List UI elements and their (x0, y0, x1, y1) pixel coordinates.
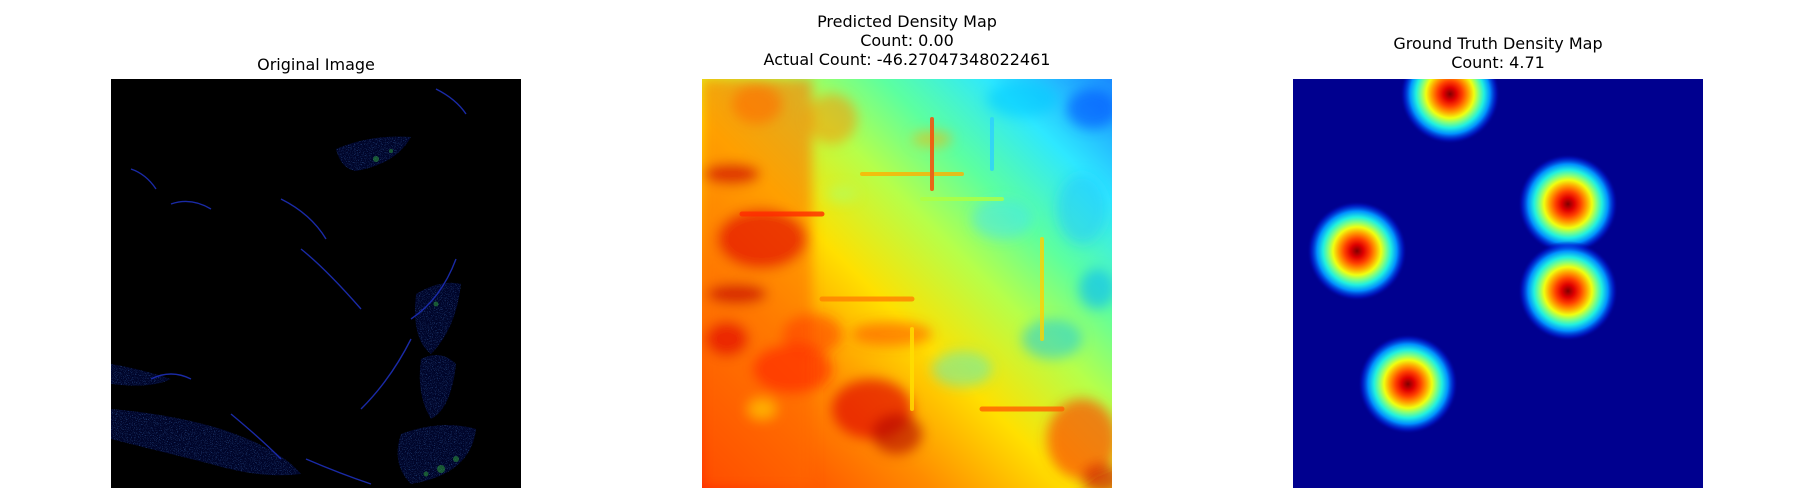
ground-truth-title: Ground Truth Density Map Count: 4.71 (1293, 34, 1703, 72)
predicted-density-title: Predicted Density Map Count: 0.00 Actual… (702, 12, 1112, 69)
title-line: Original Image (257, 55, 375, 74)
original-image-panel: Original Image (111, 0, 521, 500)
title-line: Actual Count: -46.27047348022461 (763, 50, 1051, 69)
original-image-title: Original Image (111, 55, 521, 74)
ground-truth-density-map (1293, 79, 1703, 488)
title-line: Count: 4.71 (1451, 53, 1545, 72)
title-line: Predicted Density Map (817, 12, 997, 31)
title-line: Count: 0.00 (860, 31, 954, 50)
original-image (111, 79, 521, 488)
ground-truth-panel: Ground Truth Density Map Count: 4.71 (1293, 0, 1703, 500)
predicted-density-panel: Predicted Density Map Count: 0.00 Actual… (702, 0, 1112, 500)
title-line: Ground Truth Density Map (1393, 34, 1603, 53)
predicted-density-map (702, 79, 1112, 488)
